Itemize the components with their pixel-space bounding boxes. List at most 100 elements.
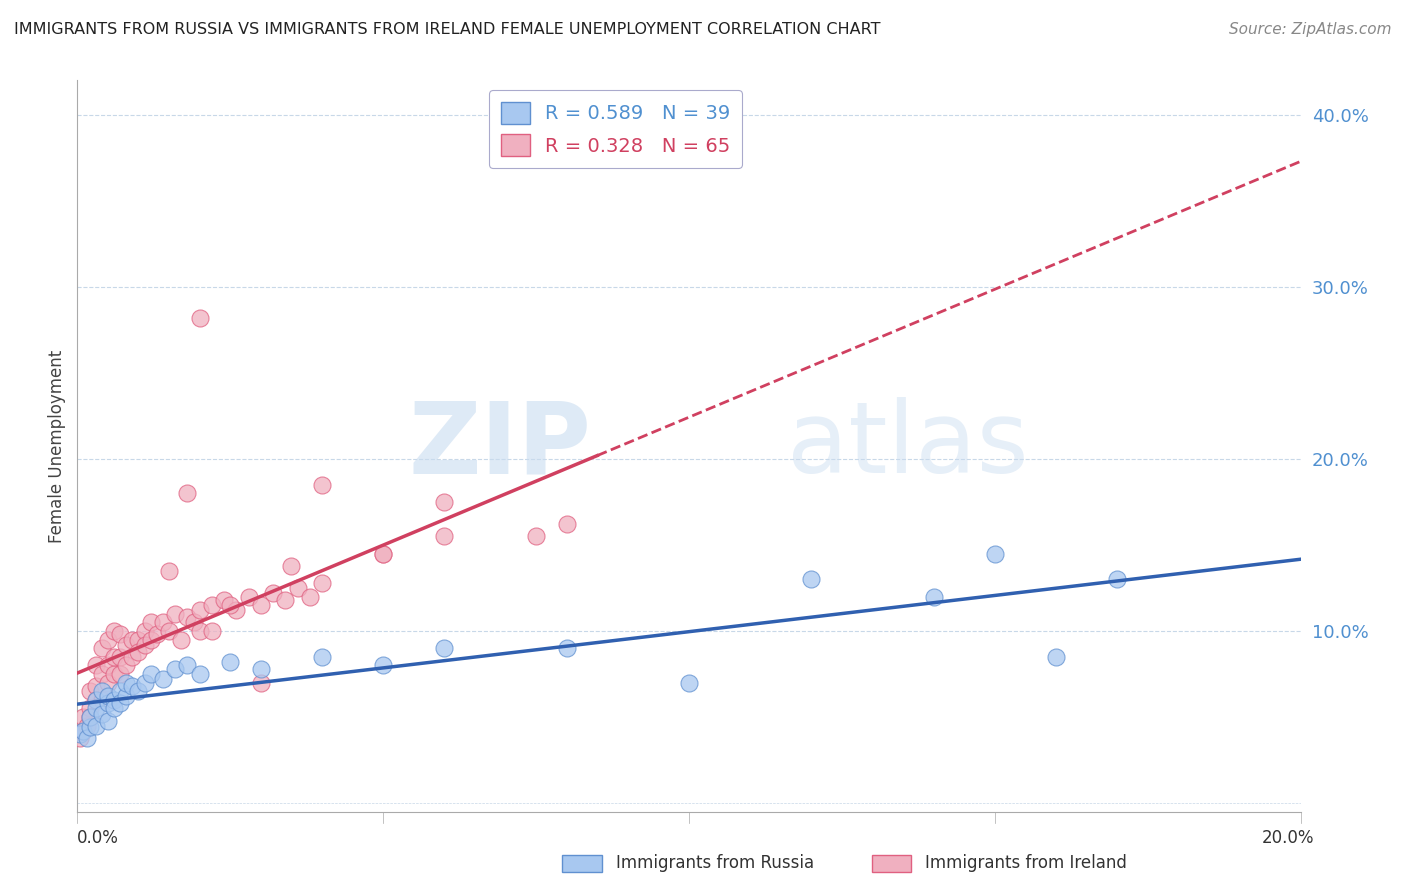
Point — [134, 675, 156, 690]
Point — [134, 624, 156, 638]
Point — [69, 727, 91, 741]
Point — [97, 714, 120, 728]
Point — [90, 684, 112, 698]
Point — [90, 706, 112, 721]
Point — [69, 731, 91, 745]
Point — [183, 615, 205, 630]
Point — [176, 486, 198, 500]
Point — [176, 610, 198, 624]
Point — [984, 547, 1007, 561]
Point — [115, 675, 138, 690]
Point — [298, 590, 321, 604]
Point — [371, 547, 394, 561]
Point — [127, 632, 149, 647]
Point — [84, 693, 107, 707]
Point — [84, 719, 107, 733]
Text: atlas: atlas — [787, 398, 1028, 494]
Point — [115, 638, 138, 652]
Point — [433, 529, 456, 543]
Point — [121, 679, 143, 693]
Point — [79, 720, 101, 734]
Point — [134, 638, 156, 652]
Point — [115, 690, 138, 704]
Point — [287, 581, 309, 595]
Text: Immigrants from Russia: Immigrants from Russia — [616, 855, 814, 872]
Point — [121, 649, 143, 664]
Point — [165, 662, 187, 676]
Point — [165, 607, 187, 621]
Text: Source: ZipAtlas.com: Source: ZipAtlas.com — [1229, 22, 1392, 37]
Point — [225, 603, 247, 617]
Point — [311, 649, 333, 664]
Point — [188, 310, 211, 325]
Point — [79, 701, 101, 715]
Point — [84, 658, 107, 673]
Text: 0.0%: 0.0% — [77, 829, 120, 847]
Point — [274, 593, 297, 607]
Point — [139, 667, 162, 681]
Point — [922, 590, 945, 604]
Point — [108, 684, 131, 698]
Point — [800, 573, 823, 587]
Point — [108, 649, 131, 664]
Point — [103, 624, 125, 638]
Point — [555, 641, 578, 656]
Point — [371, 547, 394, 561]
Point — [108, 627, 131, 641]
Point — [250, 675, 273, 690]
Point — [280, 558, 302, 573]
Point — [238, 590, 260, 604]
Text: IMMIGRANTS FROM RUSSIA VS IMMIGRANTS FROM IRELAND FEMALE UNEMPLOYMENT CORRELATIO: IMMIGRANTS FROM RUSSIA VS IMMIGRANTS FRO… — [14, 22, 880, 37]
Point — [103, 667, 125, 681]
Point — [250, 598, 273, 612]
Point — [152, 672, 174, 686]
Point — [79, 684, 101, 698]
Point — [188, 667, 211, 681]
Y-axis label: Female Unemployment: Female Unemployment — [48, 350, 66, 542]
Point — [127, 645, 149, 659]
Point — [170, 632, 193, 647]
FancyBboxPatch shape — [872, 855, 911, 872]
Text: 20.0%: 20.0% — [1263, 829, 1315, 847]
Point — [108, 696, 131, 710]
Point — [311, 477, 333, 491]
Text: ZIP: ZIP — [408, 398, 591, 494]
Point — [201, 624, 224, 638]
Point — [121, 632, 143, 647]
Point — [433, 495, 456, 509]
Point — [1045, 649, 1067, 664]
Point — [97, 658, 120, 673]
Point — [72, 723, 94, 738]
Point — [311, 575, 333, 590]
Point — [97, 690, 120, 704]
Point — [139, 632, 162, 647]
Point — [90, 641, 112, 656]
Point — [97, 675, 120, 690]
Point — [152, 615, 174, 630]
Point — [1107, 573, 1129, 587]
Point — [103, 693, 125, 707]
Point — [90, 693, 112, 707]
Point — [219, 655, 242, 669]
Point — [115, 658, 138, 673]
Text: Immigrants from Ireland: Immigrants from Ireland — [925, 855, 1128, 872]
Point — [433, 641, 456, 656]
Point — [201, 598, 224, 612]
Point — [72, 710, 94, 724]
Point — [139, 615, 162, 630]
Point — [250, 662, 273, 676]
Point — [371, 658, 394, 673]
Point — [84, 679, 107, 693]
Point — [72, 723, 94, 738]
Point — [555, 517, 578, 532]
Point — [97, 696, 120, 710]
Point — [188, 603, 211, 617]
Point — [79, 710, 101, 724]
Point — [157, 624, 180, 638]
Point — [97, 632, 120, 647]
Point — [76, 719, 98, 733]
Point — [157, 564, 180, 578]
Point — [84, 693, 107, 707]
Point — [84, 701, 107, 715]
Point — [76, 731, 98, 745]
